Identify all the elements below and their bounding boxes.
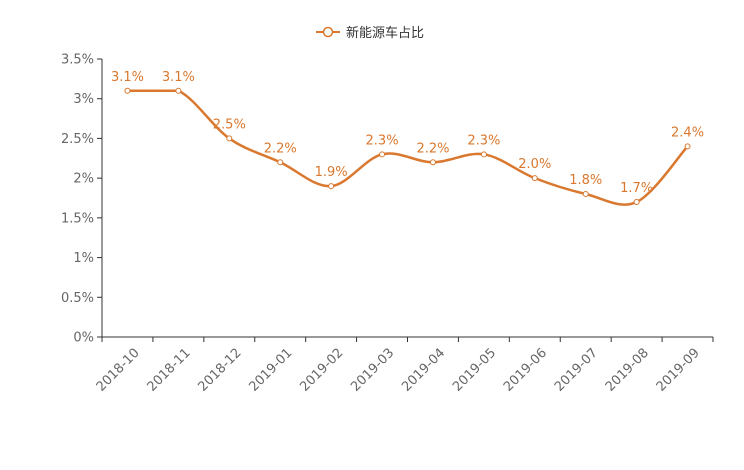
- data-label: 2.0%: [518, 157, 551, 172]
- data-point[interactable]: [582, 191, 589, 198]
- data-point[interactable]: [633, 198, 640, 205]
- data-point[interactable]: [531, 175, 538, 182]
- data-point[interactable]: [277, 159, 284, 166]
- data-label: 2.3%: [467, 133, 500, 148]
- y-tick-label: 2%: [73, 172, 94, 187]
- x-tick-label: 2019-05: [450, 346, 499, 395]
- y-tick-label: 1%: [73, 251, 94, 266]
- data-point[interactable]: [429, 159, 436, 166]
- data-label: 2.3%: [366, 133, 399, 148]
- x-axis: 2018-10 2018-11 2018-12 2019-01 2019-02 2019-…: [94, 336, 714, 395]
- x-tick-label: 2018-11: [145, 346, 194, 395]
- legend-label: 新能源车占比: [346, 25, 424, 41]
- x-tick-label: 2019-02: [297, 346, 346, 395]
- y-tick-label: 2.5%: [61, 132, 94, 147]
- x-tick-label: 2019-07: [552, 346, 601, 395]
- x-tick-label: 2019-06: [501, 346, 550, 395]
- data-point[interactable]: [328, 183, 335, 190]
- data-label: 2.5%: [213, 117, 246, 132]
- data-point[interactable]: [175, 87, 182, 94]
- y-tick-label: 3.5%: [61, 53, 94, 68]
- series-layer: 3.1% 3.1% 2.5% 2.2% 1.9% 2.3% 2.2% 2.3% 2.0% 1.8%…: [111, 70, 704, 206]
- legend[interactable]: 新能源车占比: [316, 25, 424, 41]
- data-label: 2.2%: [264, 141, 297, 156]
- y-tick-label: 0.5%: [61, 291, 94, 306]
- series-line: [126, 89, 689, 206]
- x-tick-label: 2019-04: [399, 346, 448, 395]
- legend-circle-marker: [322, 26, 334, 38]
- data-label: 1.9%: [315, 165, 348, 180]
- x-tick-label: 2019-09: [654, 346, 703, 395]
- x-tick-label: 2018-10: [94, 346, 143, 395]
- data-label: 2.4%: [671, 125, 704, 140]
- data-label: 3.1%: [111, 70, 144, 85]
- data-label: 3.1%: [162, 70, 195, 85]
- data-point[interactable]: [684, 143, 691, 150]
- data-point[interactable]: [480, 151, 487, 158]
- x-tick-label: 2019-08: [603, 346, 652, 395]
- y-tick-label: 1.5%: [61, 211, 94, 226]
- x-tick-label: 2018-12: [196, 346, 245, 395]
- data-point[interactable]: [124, 87, 131, 94]
- y-tick-label: 3%: [73, 92, 94, 107]
- data-label: 1.8%: [569, 173, 602, 188]
- data-label: 2.2%: [416, 141, 449, 156]
- data-point[interactable]: [226, 135, 233, 142]
- y-axis: 0% 0.5% 1% 1.5% 2% 2.5% 3% 3.5%: [61, 53, 103, 346]
- data-label: 1.7%: [620, 181, 653, 196]
- x-tick-label: 2019-01: [246, 346, 295, 395]
- x-tick-label: 2019-03: [348, 346, 397, 395]
- data-point[interactable]: [379, 151, 386, 158]
- y-tick-label: 0%: [73, 331, 94, 346]
